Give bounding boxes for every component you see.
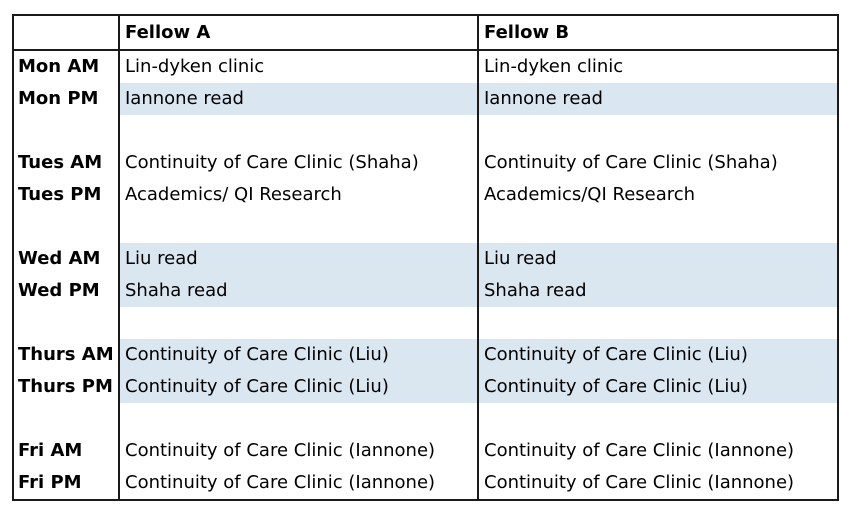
schedule-row: Thurs PM Continuity of Care Clinic (Liu) C… bbox=[14, 371, 837, 403]
schedule-row: Wed PM Shaha read Shaha read bbox=[14, 275, 837, 307]
fellow-b-cell: Continuity of Care Clinic (Liu) bbox=[477, 371, 837, 403]
schedule-row: Fri AM Continuity of Care Clinic (Iannone… bbox=[14, 435, 837, 467]
day-label: Thurs AM bbox=[18, 344, 114, 365]
fellow-b-cell: Academics/QI Research bbox=[477, 179, 837, 211]
header-day-cell bbox=[14, 16, 119, 51]
header-fellow-b: Fellow B bbox=[477, 16, 837, 51]
schedule-row: Tues AM Continuity of Care Clinic (Shaha)… bbox=[14, 147, 837, 179]
spacer-row bbox=[14, 403, 837, 435]
fellow-a-cell: Continuity of Care Clinic (Liu) bbox=[118, 371, 478, 403]
day-label: Wed AM bbox=[18, 248, 101, 269]
fellow-b-cell: Continuity of Care Clinic (Iannone) bbox=[477, 467, 837, 499]
fellow-b-cell: Iannone read bbox=[477, 83, 837, 115]
fellow-b-cell bbox=[477, 211, 837, 243]
fellow-a-cell: Iannone read bbox=[118, 83, 478, 115]
day-label: Mon PM bbox=[18, 88, 99, 109]
header-fellow-a: Fellow A bbox=[118, 16, 478, 51]
spacer-row bbox=[14, 307, 837, 339]
fellow-a-cell bbox=[118, 403, 478, 435]
day-label: Tues AM bbox=[18, 152, 103, 173]
schedule-row: Tues PM Academics/ QI Research Academics/Q… bbox=[14, 179, 837, 211]
fellow-a-cell: Liu read bbox=[118, 243, 478, 275]
fellow-a-cell: Academics/ QI Research bbox=[118, 179, 478, 211]
fellow-b-cell: Continuity of Care Clinic (Shaha) bbox=[477, 147, 837, 179]
spacer-row bbox=[14, 115, 837, 147]
schedule-row: Mon AM Lin-dyken clinic Lin-dyken clinic bbox=[14, 50, 837, 83]
day-label: Tues PM bbox=[18, 184, 102, 205]
fellow-b-cell: Continuity of Care Clinic (Liu) bbox=[477, 339, 837, 371]
fellow-a-cell bbox=[118, 307, 478, 339]
fellow-a-cell: Shaha read bbox=[118, 275, 478, 307]
day-label: Thurs PM bbox=[18, 376, 113, 397]
fellow-a-cell bbox=[118, 115, 478, 147]
fellow-b-cell bbox=[477, 115, 837, 147]
spacer-row bbox=[14, 211, 837, 243]
fellow-b-cell bbox=[477, 403, 837, 435]
day-label: Fri AM bbox=[18, 440, 83, 461]
day-label bbox=[14, 307, 119, 339]
day-label bbox=[14, 211, 119, 243]
fellow-b-cell bbox=[477, 307, 837, 339]
day-label bbox=[14, 115, 119, 147]
fellow-b-cell: Continuity of Care Clinic (Iannone) bbox=[477, 435, 837, 467]
schedule-row: Mon PM Iannone read Iannone read bbox=[14, 83, 837, 115]
fellow-a-cell: Continuity of Care Clinic (Iannone) bbox=[118, 435, 478, 467]
fellow-a-cell: Lin-dyken clinic bbox=[118, 50, 478, 83]
fellow-a-cell bbox=[118, 211, 478, 243]
schedule-row: Fri PM Continuity of Care Clinic (Iannone… bbox=[14, 467, 837, 499]
day-label: Fri PM bbox=[18, 472, 82, 493]
day-label: Mon AM bbox=[18, 56, 100, 77]
schedule-table: Fellow A Fellow B Mon AM Lin-dyken clinic… bbox=[14, 16, 837, 499]
schedule-row: Thurs AM Continuity of Care Clinic (Liu) C… bbox=[14, 339, 837, 371]
fellow-a-cell: Continuity of Care Clinic (Liu) bbox=[118, 339, 478, 371]
fellow-a-cell: Continuity of Care Clinic (Iannone) bbox=[118, 467, 478, 499]
fellow-b-cell: Lin-dyken clinic bbox=[477, 50, 837, 83]
fellow-b-cell: Liu read bbox=[477, 243, 837, 275]
day-label: Wed PM bbox=[18, 280, 100, 301]
fellow-b-cell: Shaha read bbox=[477, 275, 837, 307]
schedule-row: Wed AM Liu read Liu read bbox=[14, 243, 837, 275]
schedule-frame: Fellow A Fellow B Mon AM Lin-dyken clinic… bbox=[12, 14, 839, 501]
day-label bbox=[14, 403, 119, 435]
fellow-a-cell: Continuity of Care Clinic (Shaha) bbox=[118, 147, 478, 179]
header-row: Fellow A Fellow B bbox=[14, 16, 837, 51]
